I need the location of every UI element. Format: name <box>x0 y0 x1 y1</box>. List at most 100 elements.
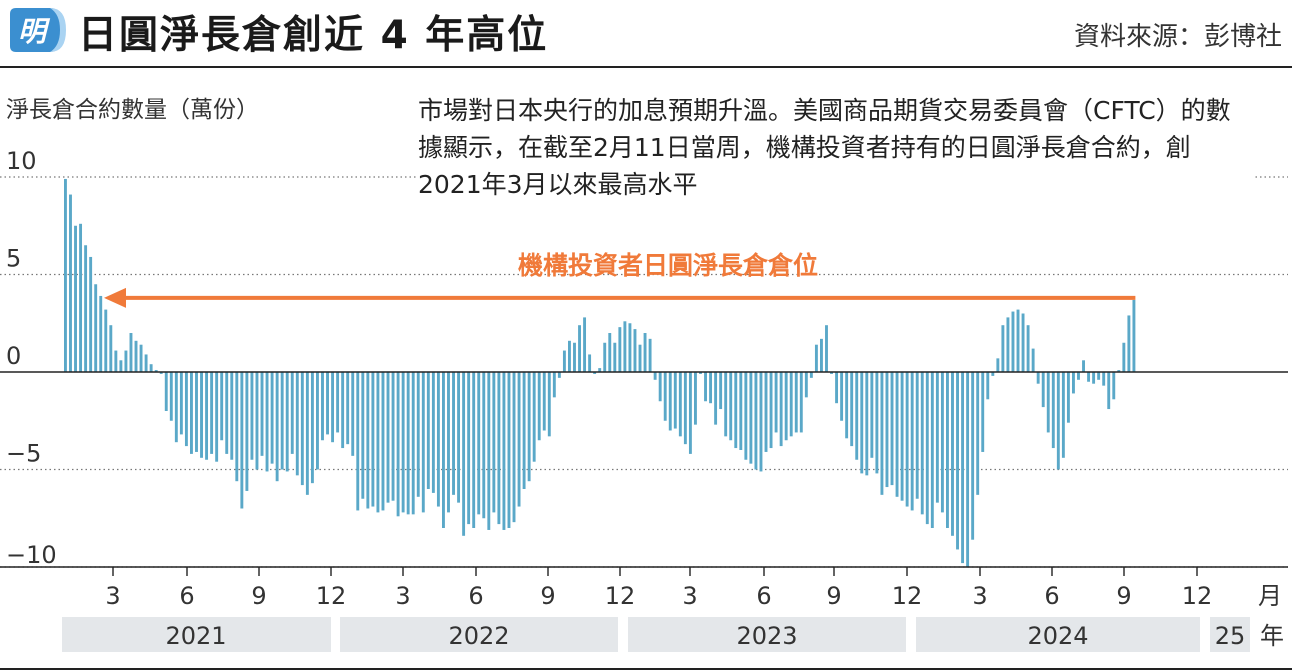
year-unit-label: 年 <box>1260 622 1284 650</box>
bar <box>200 372 203 458</box>
bar <box>391 372 395 501</box>
bar <box>648 338 652 372</box>
bar <box>865 372 869 476</box>
x-tick-label: 12 <box>892 582 923 610</box>
bar <box>683 372 687 445</box>
bar <box>1097 372 1101 380</box>
bar <box>64 178 67 372</box>
x-tick-label: 3 <box>395 582 410 610</box>
bar <box>1016 309 1020 372</box>
bar <box>814 344 818 372</box>
bar <box>396 372 400 517</box>
y-axis-label: 淨長倉合約數量（萬份） <box>6 97 259 123</box>
bar <box>946 372 949 528</box>
bar <box>583 317 587 372</box>
bar <box>492 372 496 513</box>
bar <box>688 372 692 454</box>
bar <box>300 372 304 486</box>
bar <box>593 372 597 374</box>
logo-text: 明 <box>18 15 51 48</box>
bar <box>1006 317 1010 372</box>
bar <box>1066 372 1070 423</box>
bar <box>482 372 486 519</box>
bar <box>895 372 899 497</box>
bar <box>305 372 309 495</box>
bar <box>905 372 909 507</box>
bar <box>94 284 98 372</box>
bar <box>517 372 521 507</box>
bar <box>820 338 823 372</box>
bar <box>280 372 284 470</box>
bar <box>457 372 461 503</box>
bar <box>235 372 239 482</box>
bar <box>699 372 702 374</box>
bar <box>452 372 455 495</box>
bar <box>109 325 113 372</box>
bar <box>1061 372 1065 458</box>
year-band <box>62 617 331 652</box>
bar <box>900 372 904 501</box>
bar <box>613 342 617 372</box>
x-tick-label: 9 <box>826 582 841 610</box>
bar <box>890 372 894 486</box>
year-band <box>628 617 906 652</box>
bar <box>421 372 425 513</box>
bar <box>799 372 803 433</box>
bar <box>754 372 758 470</box>
annotation-arrowhead <box>104 287 126 308</box>
bar <box>769 372 773 449</box>
bar <box>1082 360 1085 372</box>
x-tick-label: 3 <box>972 582 987 610</box>
bar <box>477 372 481 515</box>
bar <box>734 372 738 449</box>
bar <box>1092 372 1096 384</box>
bar <box>774 372 778 433</box>
bar <box>119 360 123 372</box>
y-tick-label: 10 <box>6 147 37 175</box>
bar <box>205 372 209 460</box>
bar <box>114 350 118 372</box>
year-band <box>916 617 1200 652</box>
bar <box>915 372 919 499</box>
bar <box>411 372 415 515</box>
bar <box>361 372 365 499</box>
bar <box>996 358 1000 372</box>
bar <box>835 372 839 404</box>
y-tick-label: 0 <box>6 342 21 370</box>
bar <box>99 295 103 372</box>
bar <box>1051 372 1055 449</box>
bar <box>431 372 435 493</box>
bar <box>764 372 768 452</box>
year-label: 2023 <box>736 622 797 650</box>
bar <box>351 372 355 456</box>
bar <box>154 370 158 372</box>
bar <box>210 372 214 454</box>
page-title: 日圓淨長倉創近 4 年高位 <box>78 13 549 58</box>
bar <box>578 325 581 372</box>
bar <box>1041 372 1045 408</box>
bar <box>1056 372 1060 470</box>
bar <box>195 372 198 452</box>
bar <box>825 325 828 372</box>
header-divider <box>0 66 1292 68</box>
bar <box>275 372 279 482</box>
bar <box>220 372 224 441</box>
bar <box>124 350 128 372</box>
bar <box>245 372 249 491</box>
year-label: 2021 <box>165 622 226 650</box>
bar <box>562 350 566 372</box>
bar <box>331 372 335 443</box>
year-label: 2022 <box>448 622 509 650</box>
bar <box>321 372 324 441</box>
bar <box>986 372 990 400</box>
bar <box>951 372 954 536</box>
bar <box>971 372 975 540</box>
bar <box>794 372 798 433</box>
bar <box>623 321 627 372</box>
bar <box>366 372 370 509</box>
bar <box>326 372 329 435</box>
bar <box>678 372 682 437</box>
bar <box>1036 372 1040 384</box>
bar <box>1077 372 1080 380</box>
x-tick-label: 3 <box>682 582 697 610</box>
